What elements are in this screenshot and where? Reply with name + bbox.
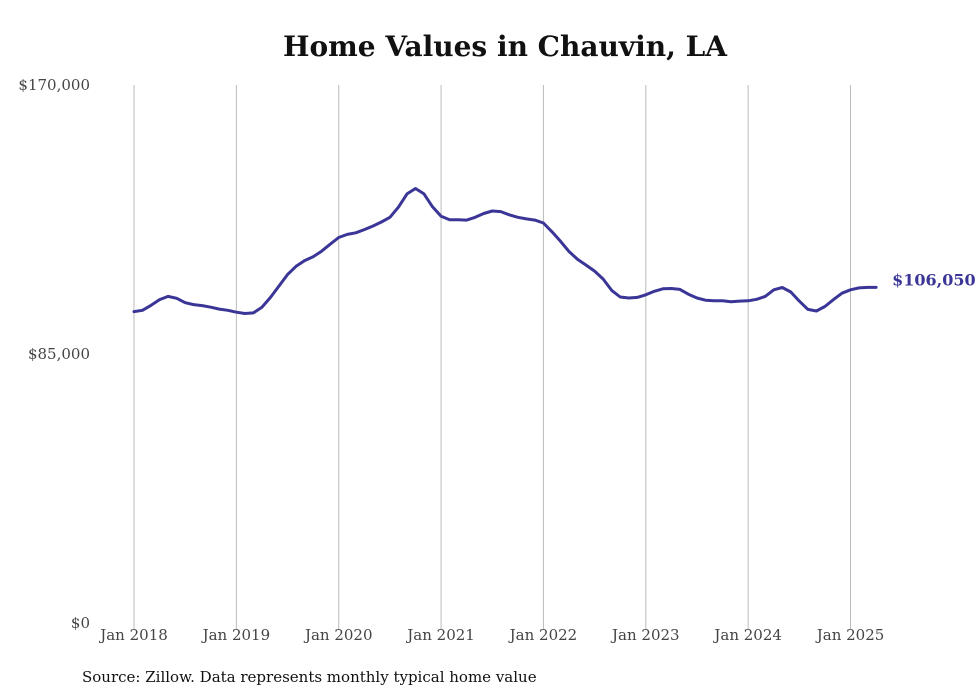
y-tick-label: $85,000: [28, 345, 90, 363]
x-axis-ticks: Jan 2018 Jan 2019 Jan 2020 Jan 2021 Jan 2022…: [98, 626, 884, 644]
y-axis-ticks: $0 $85,000 $170,000: [18, 76, 90, 632]
x-tick-label: Jan 2023: [610, 626, 680, 644]
y-tick-label: $170,000: [18, 76, 90, 94]
grid-lines: [133, 85, 852, 630]
x-tick-label: Jan 2019: [201, 626, 271, 644]
source-note: Source: Zillow. Data represents monthly …: [82, 668, 537, 686]
series-line-home-value: [132, 187, 878, 315]
x-tick-label: Jan 2025: [815, 626, 885, 644]
x-tick-label: Jan 2024: [712, 626, 782, 644]
y-tick-label: $0: [71, 614, 90, 632]
x-tick-label: Jan 2018: [98, 626, 168, 644]
end-value-label: $106,050: [892, 270, 976, 289]
x-tick-label: Jan 2022: [508, 626, 578, 644]
chart-title: Home Values in Chauvin, LA: [283, 30, 727, 63]
x-tick-label: Jan 2020: [303, 626, 373, 644]
x-tick-label: Jan 2021: [405, 626, 475, 644]
